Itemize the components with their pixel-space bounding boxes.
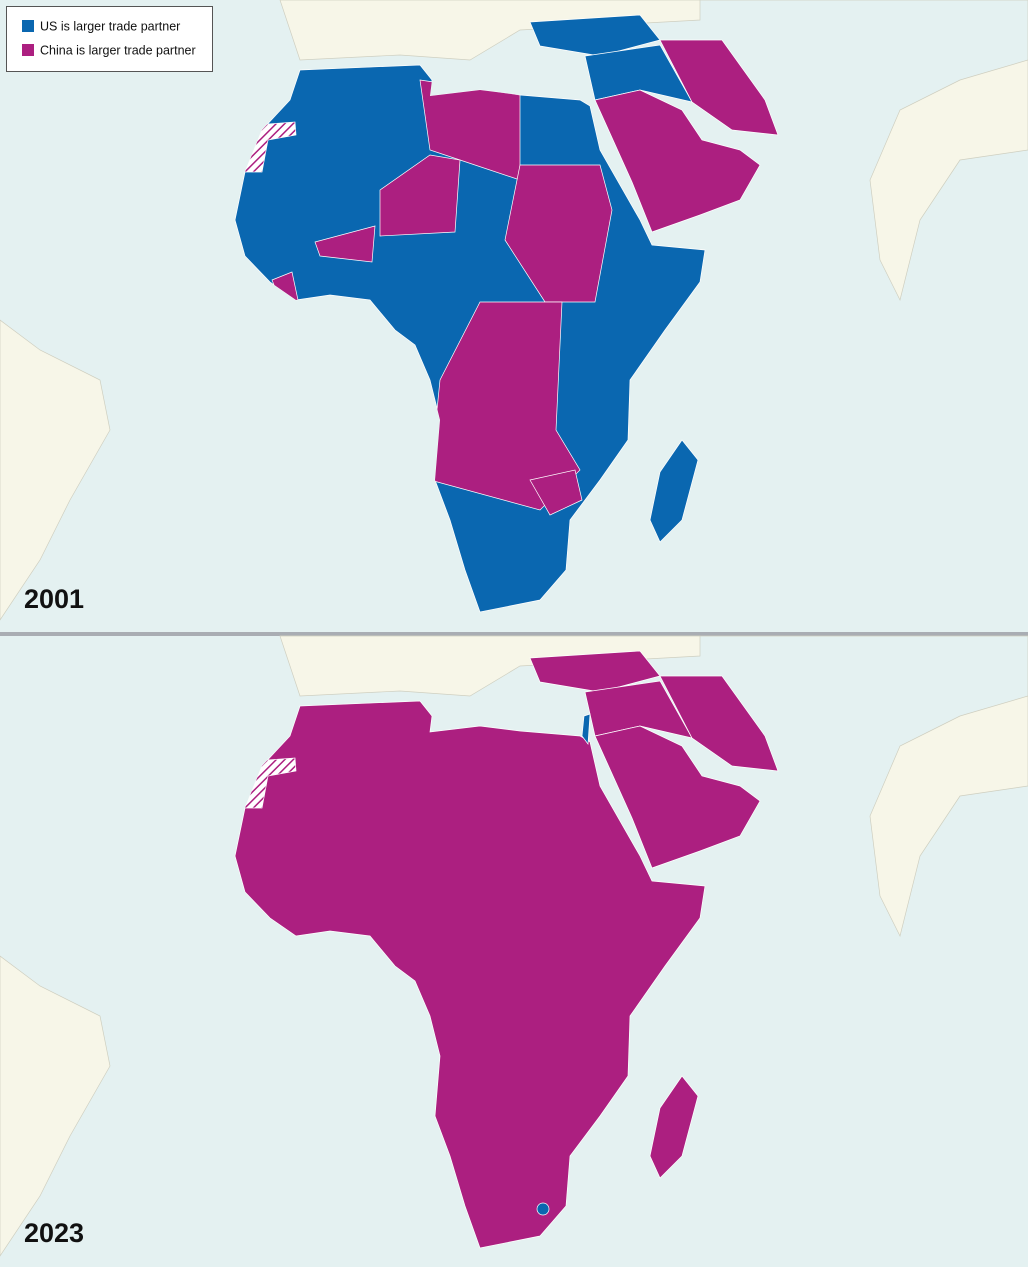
region [529,469,583,516]
legend-swatch [22,20,34,32]
region [504,164,613,303]
year-label: 2001 [24,584,84,614]
legend-label: US is larger trade partner [40,19,180,33]
legend-label: China is larger trade partner [40,43,196,57]
map-panel-2001: 2001 [0,0,1028,633]
legend-swatch [22,44,34,56]
year-label: 2023 [24,1218,84,1248]
legend: US is larger trade partner China is larg… [6,6,213,72]
region [379,154,461,237]
map-panel-2023: 2023 [0,635,1028,1267]
divider [0,632,1028,636]
region [314,225,376,263]
region [536,1202,550,1216]
region [581,713,591,745]
